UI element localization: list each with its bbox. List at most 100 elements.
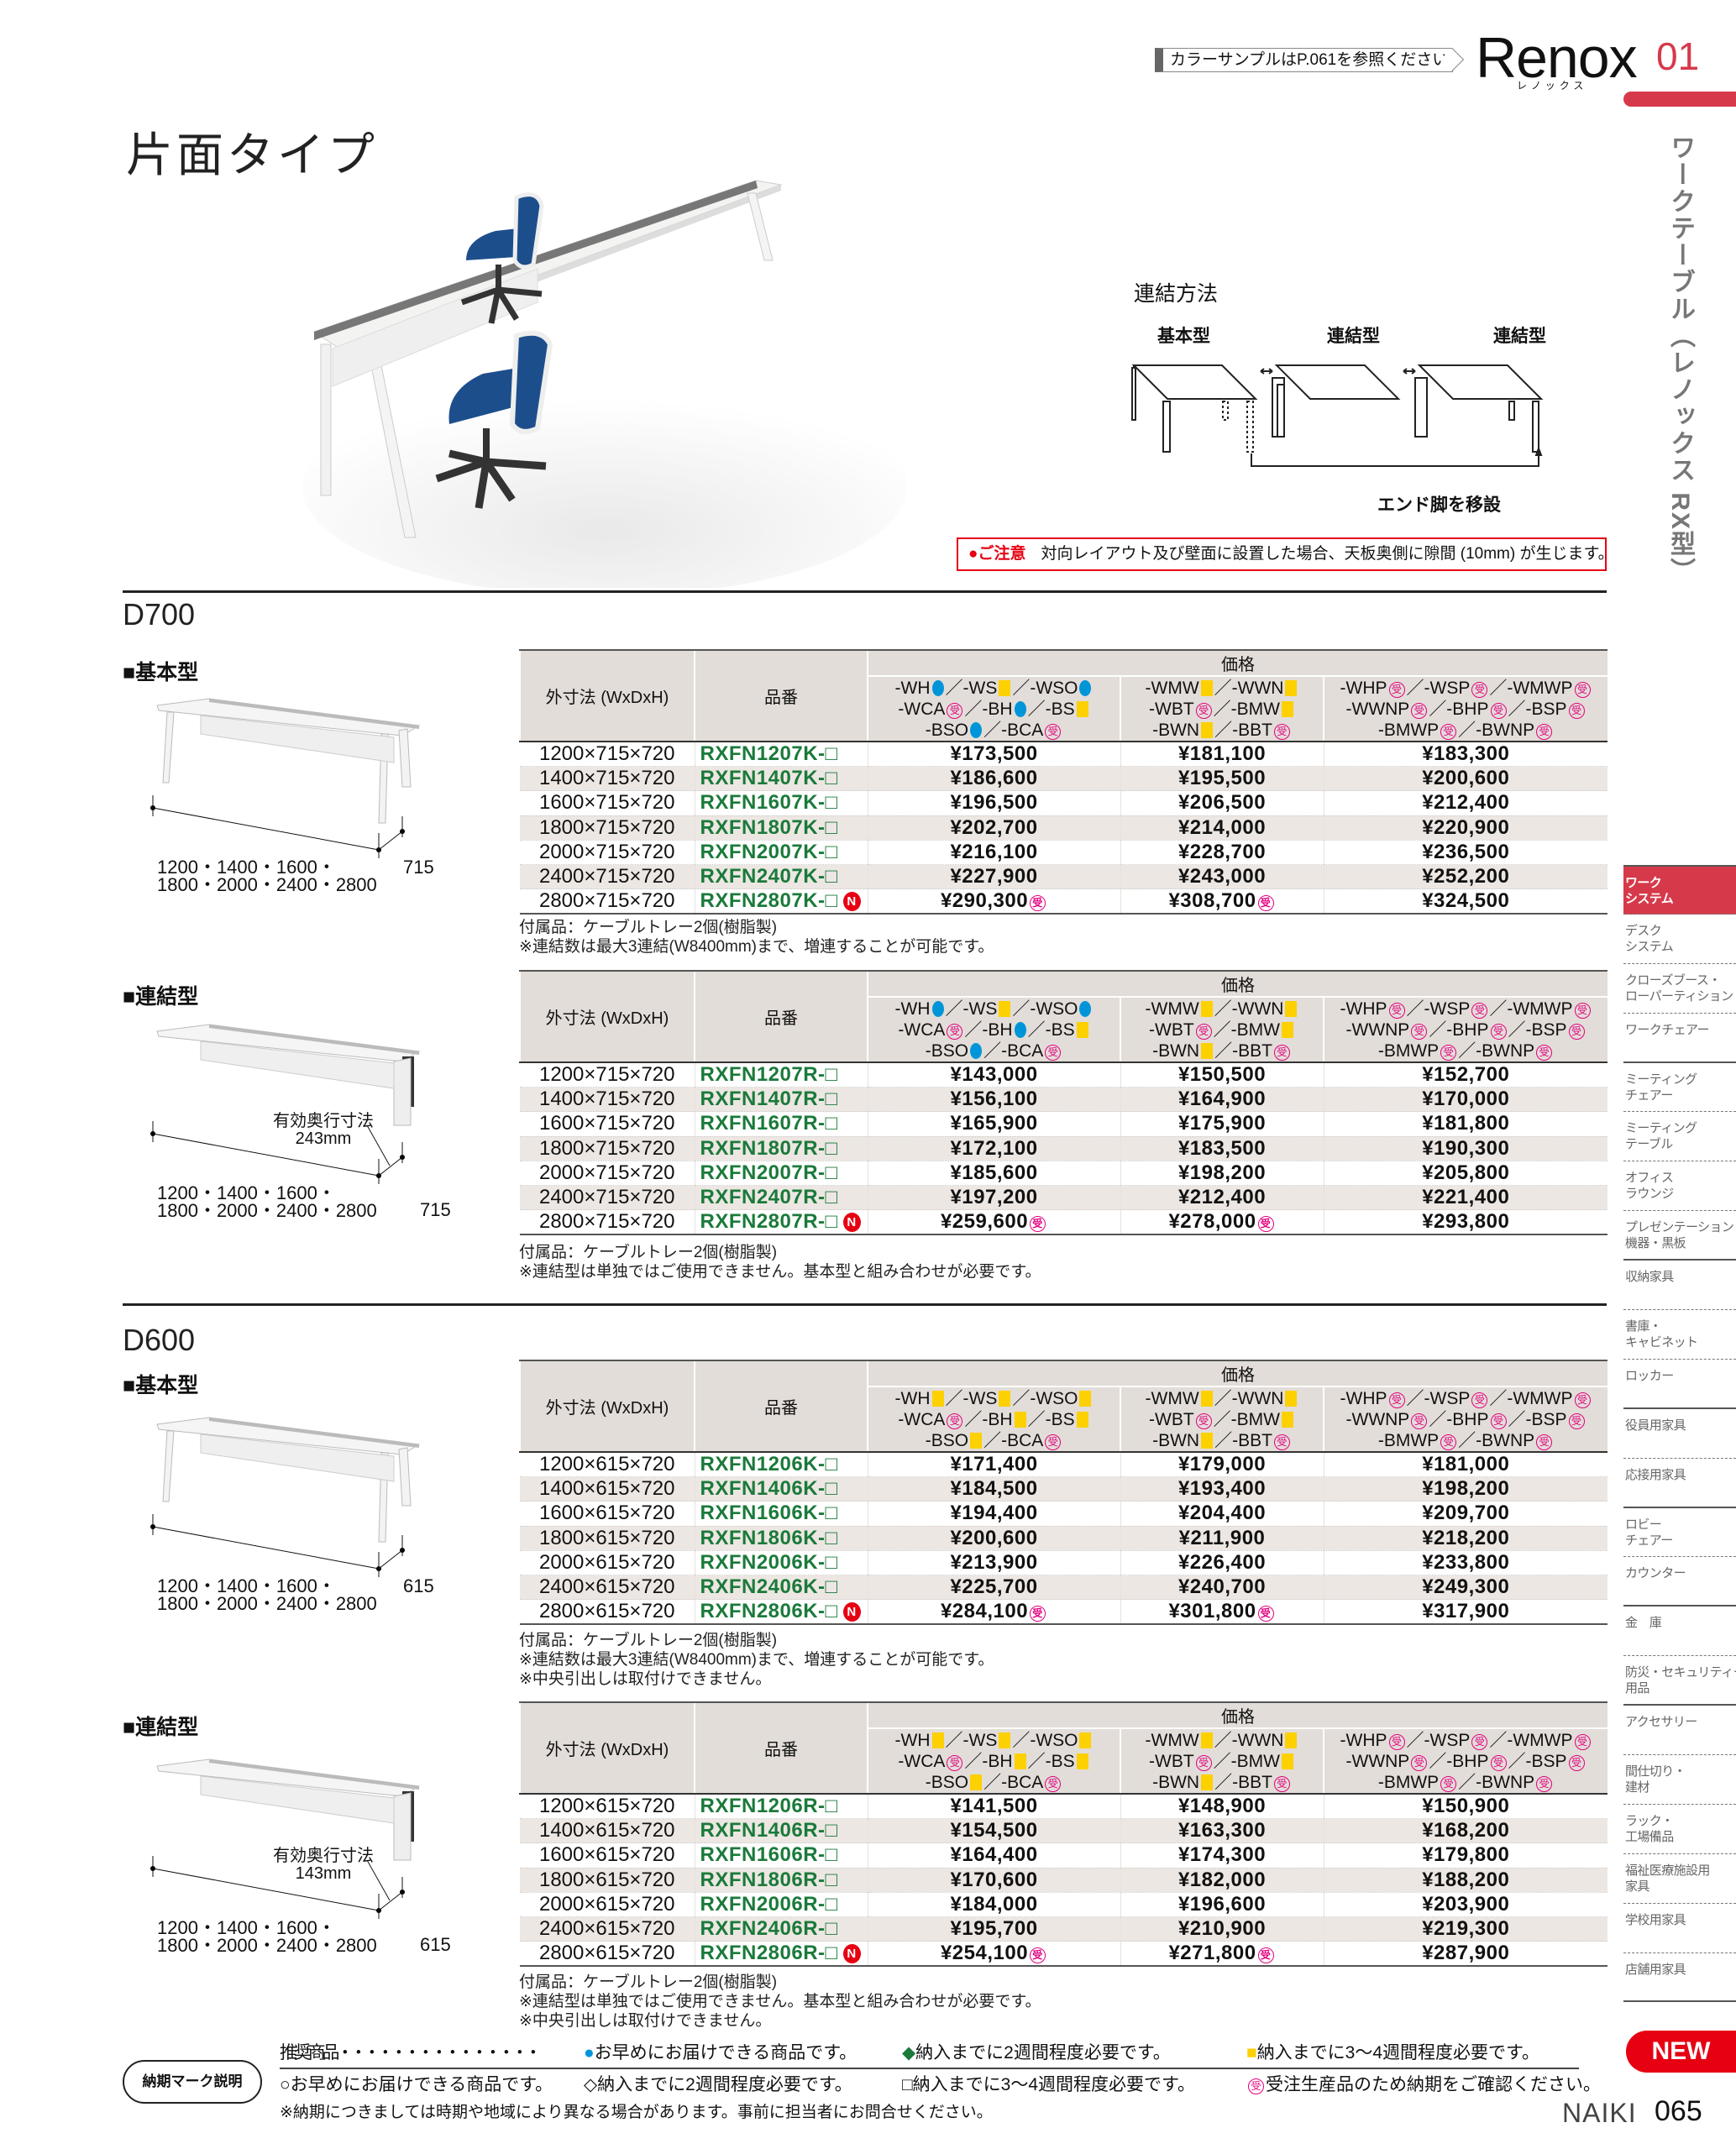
price-value: ¥172,100 (950, 1136, 1038, 1160)
product-code-cell: RXFN1407K-□ (694, 766, 868, 792)
sidebar-item[interactable]: 収納家具 (1623, 1261, 1736, 1311)
sidebar-item[interactable]: 店舗用家具 (1623, 1953, 1736, 2003)
color-code: ／-WSP (1406, 998, 1471, 1019)
price-cell: ¥259,600 受 (867, 1209, 1120, 1236)
sidebar-item[interactable]: ミーティング チェアー (1623, 1063, 1736, 1113)
sidebar-item[interactable]: 金 庫 (1623, 1607, 1736, 1657)
color-code: -WWNP (1345, 1019, 1410, 1040)
color-code: ／-WMWP (1489, 1388, 1573, 1408)
price-value: ¥205,800 (1422, 1161, 1510, 1185)
price-cell: ¥216,100 (867, 840, 1120, 866)
connection-diagram (1131, 364, 1544, 467)
sidebar-item[interactable]: 役員用家具 (1623, 1409, 1736, 1459)
legend-mark-icon: ● (584, 2043, 595, 2063)
sidebar-item[interactable]: 書庫・ キャビネット (1623, 1310, 1736, 1360)
color-code: -WCA (898, 699, 946, 719)
sidebar-item[interactable]: プレゼンテーション 機器・黒板 (1623, 1211, 1736, 1261)
order-made-mark-icon: 受 (1045, 1775, 1062, 1792)
color-variant-line: -BWN ／-BBT 受 (1121, 1430, 1323, 1451)
color-code: -BMWP (1377, 720, 1440, 740)
color-code: -WBT (1149, 1409, 1194, 1429)
color-code: ／-BMW (1213, 1019, 1280, 1040)
price-value: ¥164,900 (1177, 1088, 1267, 1111)
price-value: ¥173,500 (950, 742, 1038, 765)
sidebar-item[interactable]: 間仕切り・ 建材 (1623, 1755, 1736, 1805)
price-cell: ¥172,100 (867, 1136, 1120, 1161)
product-code: RXFN1606R-□ (700, 1843, 838, 1867)
desk-illustration (150, 1024, 421, 1184)
price-cell: ¥179,800 (1323, 1842, 1608, 1869)
order-made-mark-icon: 受 (1257, 895, 1274, 912)
blue-circle-mark-icon (1014, 1021, 1026, 1038)
color-code: -WMW (1145, 998, 1199, 1019)
color-variant-line: -WHP 受／-WSP 受／-WMWP 受 (1324, 1388, 1608, 1409)
sidebar-item[interactable]: ラック・ 工場備品 (1623, 1805, 1736, 1854)
product-code: RXFN1806R-□ (700, 1868, 838, 1891)
sidebar-item[interactable]: クローズブース・ ローパーティション (1623, 964, 1736, 1014)
price-value: ¥216,100 (950, 841, 1038, 864)
order-made-mark-icon: 受 (1030, 1216, 1046, 1233)
price-value: ¥240,700 (1177, 1575, 1267, 1599)
price-cell: ¥287,900 (1323, 1941, 1608, 1968)
color-variant-line: -BSO ／-BCA 受 (868, 1430, 1120, 1451)
color-code: -WH (894, 1388, 931, 1408)
legend-recommended-1: ●お早めにお届けできる商品です。 (584, 2039, 857, 2064)
yellow-square-mark-icon (999, 1000, 1011, 1017)
color-code: ／-WMWP (1489, 1730, 1573, 1750)
price-value: ¥150,900 (1422, 1795, 1510, 1817)
color-variant-line: -WCA 受／-BH ／-BS (868, 1751, 1120, 1772)
product-code-cell: RXFN2406K-□ (694, 1575, 868, 1601)
sidebar-item[interactable]: アクセサリー (1623, 1706, 1736, 1756)
legend-recommended-3: ■納入までに3～4週間程度必要です。 (1246, 2039, 1539, 2064)
sidebar-item[interactable]: 防災・セキュリティー 用品 (1623, 1656, 1736, 1706)
color-code: ／-BHP (1429, 1409, 1489, 1429)
connection-method-title: 連結方法 (1134, 282, 1219, 306)
price-value: ¥219,300 (1422, 1917, 1510, 1941)
sidebar-item-label: チェアー (1625, 1533, 1673, 1548)
size-column-header: 外寸法 (WxDxH) (519, 649, 695, 742)
sidebar-item[interactable]: ミーティング テーブル (1623, 1112, 1736, 1162)
price-value: ¥186,600 (950, 767, 1038, 790)
color-variant-line: -WBT 受／-BMW (1121, 1751, 1323, 1772)
size-cell: 1400×615×720 (520, 1818, 695, 1844)
order-made-mark-icon: 受 (947, 702, 963, 719)
price-value: ¥200,600 (950, 1526, 1038, 1549)
price-cell: ¥152,700 (1323, 1062, 1608, 1088)
sidebar-item[interactable]: デスク システム (1623, 915, 1736, 964)
sidebar-item[interactable]: 応接用家具 (1623, 1459, 1736, 1508)
product-code: RXFN2006R-□ (700, 1893, 838, 1916)
price-value: ¥179,800 (1422, 1843, 1510, 1867)
color-variant-line: -BWN ／-BBT 受 (1121, 1772, 1323, 1793)
table-row: 2800×715×720 RXFN2807R-□ N ¥259,600 受 ¥278,00… (520, 1209, 1608, 1236)
sidebar-item[interactable]: 福祉医療施設用 家具 (1623, 1854, 1736, 1904)
sidebar-item[interactable]: ロッカー (1623, 1360, 1736, 1409)
price-cell: ¥186,600 (867, 766, 1120, 792)
price-value: ¥196,600 (1177, 1893, 1267, 1916)
product-code: RXFN2407R-□ (700, 1186, 838, 1209)
office-chair-front (435, 330, 553, 509)
connection-label-linked-2: 連結型 (1493, 327, 1546, 346)
sidebar-item[interactable]: カウンター (1623, 1557, 1736, 1607)
price-cell: ¥211,900 (1120, 1526, 1324, 1551)
desk-illustration (150, 1759, 421, 1919)
width-options-line: 1200・1400・1600・ (157, 1182, 336, 1203)
sidebar-item[interactable]: オフィス ラウンジ (1623, 1161, 1736, 1212)
price-value: ¥287,900 (1422, 1942, 1510, 1965)
order-made-mark-icon: 受 (1471, 681, 1488, 698)
price-cell: ¥174,300 (1120, 1842, 1324, 1869)
price-value: ¥163,300 (1177, 1819, 1267, 1842)
color-code: ／-BSP (1508, 1019, 1567, 1040)
sidebar-item[interactable]: 学校用家具 (1623, 1904, 1736, 1953)
table-row: 1600×715×720 RXFN1607R-□ ¥165,900 ¥175,900 ¥… (520, 1111, 1608, 1137)
blue-circle-mark-icon (1079, 1000, 1092, 1017)
color-code: ／-BS (1027, 1751, 1075, 1771)
yellow-square-mark-icon (1200, 679, 1213, 696)
sidebar-item[interactable]: ワーク システム (1623, 865, 1736, 915)
color-variant-line: -WWNP 受／-BHP 受／-BSP 受 (1324, 1751, 1608, 1772)
blue-circle-mark-icon (970, 721, 983, 738)
order-made-mark-icon: 受 (1574, 681, 1591, 698)
price-value: ¥226,400 (1177, 1551, 1267, 1575)
sidebar-item[interactable]: ロビー チェアー (1623, 1508, 1736, 1558)
legend-standard-2: ◇納入までに2週間程度必要です。 (584, 2075, 852, 2094)
sidebar-item[interactable]: ワークチェアー (1623, 1014, 1736, 1063)
